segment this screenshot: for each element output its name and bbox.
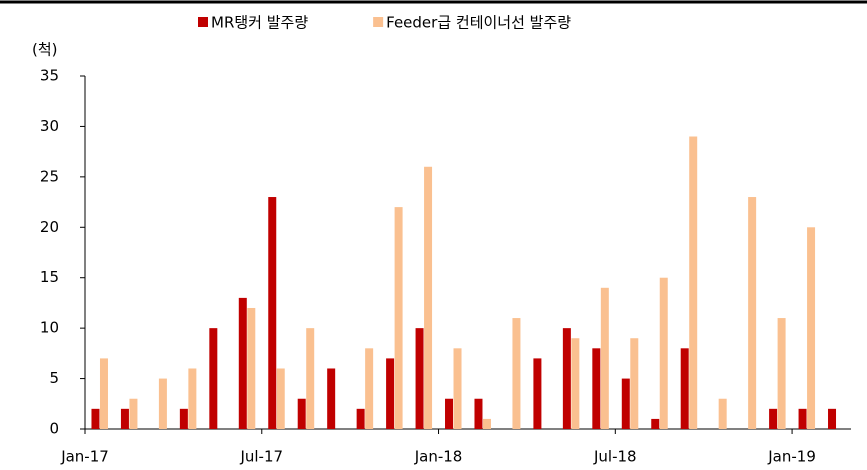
bar <box>306 328 315 429</box>
y-tick-label: 10 <box>40 319 59 337</box>
y-tick-label: 15 <box>40 268 59 286</box>
bar <box>651 418 660 429</box>
bar <box>99 358 108 429</box>
bar <box>533 358 542 429</box>
bar <box>659 277 668 429</box>
x-tick-label: Jan-18 <box>414 448 463 466</box>
bar <box>91 408 100 429</box>
bar <box>562 328 571 429</box>
x-tick-label: Jan-17 <box>60 448 109 466</box>
x-tick-label: Jul-18 <box>593 448 637 466</box>
bar <box>179 408 188 429</box>
y-tick-label: 0 <box>49 420 59 438</box>
bar <box>276 368 285 429</box>
bar <box>247 307 256 429</box>
y-tick-label: 30 <box>40 117 59 135</box>
bar <box>571 338 580 429</box>
legend-swatch <box>198 17 208 27</box>
bar <box>297 398 306 429</box>
bar <box>630 338 639 429</box>
bar <box>365 348 374 429</box>
y-tick-label: 5 <box>49 369 59 387</box>
bar <box>777 318 786 429</box>
x-tick-label: Jan-19 <box>767 448 816 466</box>
bar <box>600 287 609 429</box>
bar <box>268 197 277 429</box>
bar <box>680 348 689 429</box>
x-tick-label: Jul-17 <box>239 448 283 466</box>
bar <box>158 378 167 429</box>
bar <box>394 207 403 429</box>
bar <box>512 318 521 429</box>
bar <box>621 378 630 429</box>
y-unit-label: (척) <box>32 41 58 59</box>
bar <box>209 328 218 429</box>
bar <box>798 408 807 429</box>
bar <box>807 227 816 429</box>
bar <box>689 136 698 429</box>
y-tick-label: 20 <box>40 218 59 236</box>
bar <box>386 358 395 429</box>
legend-swatch <box>373 17 384 27</box>
bar <box>474 398 483 429</box>
bar <box>424 166 433 429</box>
bar <box>120 408 129 429</box>
bar <box>356 408 365 429</box>
y-tick-label: 35 <box>40 67 59 85</box>
bar <box>415 328 424 429</box>
legend-label: Feeder급 컨테이너선 발주량 <box>386 14 571 32</box>
bar <box>453 348 462 429</box>
bar <box>327 368 336 429</box>
legend-label: MR탱커 발주량 <box>211 14 308 32</box>
bar <box>188 368 197 429</box>
bar <box>592 348 601 429</box>
bar <box>445 398 454 429</box>
bar <box>748 197 757 429</box>
bar <box>482 418 491 429</box>
bar <box>769 408 778 429</box>
y-tick-label: 25 <box>40 167 59 185</box>
bar <box>238 297 247 429</box>
bar <box>129 398 138 429</box>
bar <box>828 408 837 429</box>
bar <box>718 398 727 429</box>
